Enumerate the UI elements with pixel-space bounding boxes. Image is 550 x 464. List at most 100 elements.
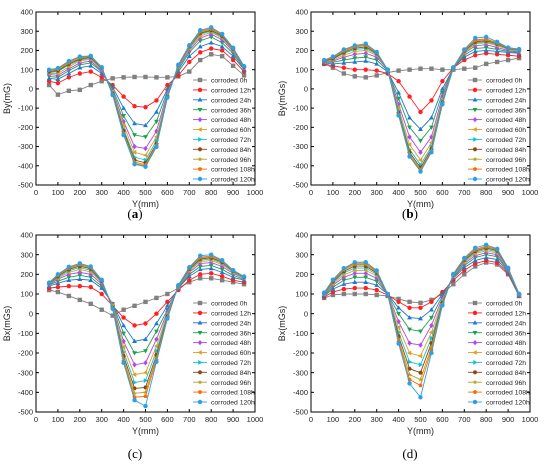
data-point: [66, 264, 72, 270]
legend-label: corroded 108h: [211, 390, 255, 397]
x-tick-label: 0: [34, 415, 38, 424]
data-point: [363, 275, 369, 280]
data-point: [407, 315, 412, 320]
data-point: [55, 272, 61, 277]
legend-label: corroded 60h: [486, 127, 526, 134]
data-point: [417, 376, 424, 382]
legend-label: corroded 48h: [486, 117, 526, 124]
legend-label: corroded 60h: [211, 127, 251, 134]
legend-marker: [472, 107, 478, 113]
data-point: [121, 307, 126, 312]
data-point: [219, 54, 225, 59]
data-point: [142, 152, 148, 158]
x-tick-label: 100: [52, 188, 65, 197]
data-point: [219, 257, 225, 263]
x-tick-label: 900: [502, 188, 515, 197]
data-point: [374, 73, 379, 78]
data-point: [154, 311, 159, 316]
data-point: [341, 58, 347, 63]
data-point: [154, 144, 159, 150]
data-point: [396, 311, 402, 317]
data-point: [198, 253, 203, 258]
legend-marker: [197, 399, 203, 405]
legend-marker: [472, 77, 478, 83]
data-point: [46, 67, 52, 72]
data-point: [417, 157, 423, 163]
data-point: [219, 48, 225, 53]
data-point: [407, 154, 412, 159]
data-point: [219, 278, 225, 283]
legend-marker: [472, 156, 478, 162]
data-point: [143, 122, 148, 128]
data-point: [473, 53, 478, 58]
data-point: [209, 52, 214, 57]
data-point: [55, 92, 61, 97]
legend-marker: [472, 389, 478, 394]
legend-label: corroded 84h: [486, 370, 526, 377]
legend-marker: [472, 176, 478, 182]
y-axis-label: Bx(mGs): [277, 306, 287, 342]
data-point: [241, 64, 247, 69]
x-tick-label: 0: [309, 188, 313, 197]
x-tick-label: 500: [139, 415, 152, 424]
data-point: [88, 264, 93, 269]
x-tick-label: 300: [370, 415, 383, 424]
legend-marker: [197, 97, 203, 102]
x-tick-label: 700: [458, 188, 471, 197]
data-point: [429, 125, 434, 130]
data-point: [418, 362, 424, 368]
data-point: [418, 300, 423, 306]
data-point: [66, 88, 72, 94]
data-point: [121, 331, 127, 336]
x-tick-label: 900: [227, 188, 240, 197]
data-point: [407, 327, 412, 332]
data-point: [121, 105, 127, 110]
data-point: [121, 315, 126, 320]
data-point: [505, 57, 511, 63]
data-point: [429, 150, 434, 155]
data-point: [440, 67, 445, 72]
data-point: [88, 301, 93, 307]
data-point: [99, 79, 104, 84]
x-tick-label: 600: [161, 415, 174, 424]
data-point: [143, 74, 148, 80]
legend-marker: [472, 300, 478, 306]
legend-label: corroded 84h: [486, 147, 526, 154]
y-tick-label: 300: [20, 250, 33, 259]
data-point: [132, 133, 137, 138]
legend-marker: [472, 310, 478, 316]
data-point: [374, 49, 379, 55]
legend-label: corroded 108h: [486, 390, 530, 397]
data-point: [198, 50, 203, 55]
legend-marker: [472, 379, 478, 385]
legend-label: corroded 72h: [211, 137, 251, 144]
data-point: [143, 336, 148, 341]
data-point: [209, 276, 214, 281]
data-point: [66, 277, 72, 282]
data-point: [154, 98, 159, 103]
series-0: [321, 55, 522, 80]
y-tick-label: 200: [20, 46, 33, 55]
data-point: [143, 164, 148, 169]
data-point: [208, 263, 214, 269]
legend-label: corroded 24h: [211, 97, 251, 104]
legend-label: corroded 36h: [211, 107, 251, 114]
y-tick-label: 200: [20, 270, 33, 279]
legend-marker: [472, 330, 478, 336]
data-point: [55, 289, 61, 295]
data-point: [484, 51, 489, 56]
x-tick-label: 100: [327, 415, 340, 424]
y-axis-label: Bx(mGs): [2, 306, 12, 342]
data-point: [341, 71, 347, 76]
y-tick-label: 200: [295, 46, 308, 55]
legend-label: corroded 120h: [486, 177, 530, 184]
data-point: [219, 274, 225, 279]
y-tick-label: 0: [304, 84, 308, 93]
data-point: [396, 113, 401, 118]
x-tick-label: 200: [74, 188, 87, 197]
y-tick-label: 400: [20, 231, 33, 240]
x-tick-label: 300: [95, 415, 108, 424]
data-point: [483, 45, 489, 51]
data-point: [341, 65, 347, 70]
data-point: [396, 336, 402, 342]
